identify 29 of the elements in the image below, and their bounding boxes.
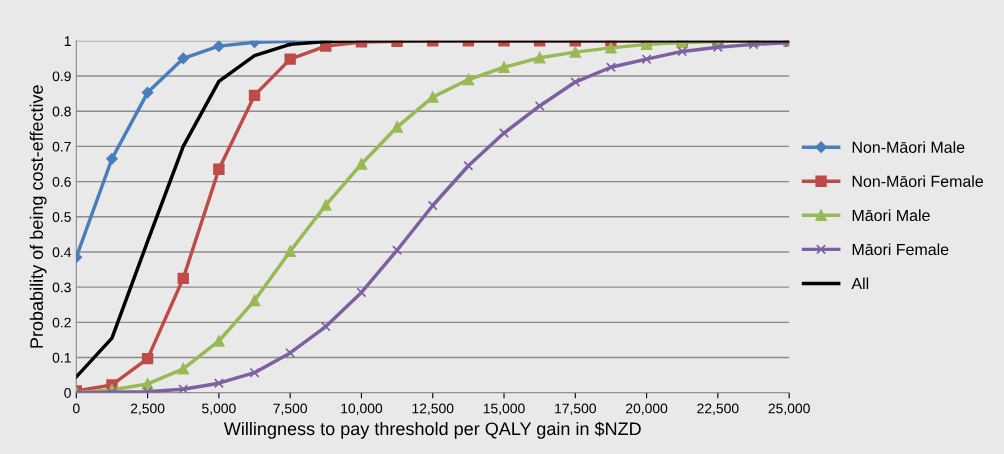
y-tick-label: 1: [64, 36, 71, 46]
legend-label: All: [851, 277, 869, 290]
y-tick-label: 0.4: [52, 247, 72, 258]
x-tick-label: 22,500: [697, 403, 739, 415]
y-tick-label: 0.6: [52, 176, 71, 187]
legend-label: Māori Female: [852, 243, 949, 256]
x-tick-label: 25,000: [768, 403, 810, 415]
x-tick-label: 20,000: [626, 403, 668, 415]
x-tick-label: 12,500: [412, 403, 454, 415]
x-axis-title: Willingness to pay threshold per QALY gain in $NZD: [223, 421, 641, 439]
legend-label: Māori Male: [852, 209, 930, 222]
x-tick-label: 10,000: [341, 403, 383, 415]
y-tick-label: 0.7: [52, 141, 71, 152]
x-tick-label: 5,000: [202, 403, 236, 415]
y-tick-label: 0: [64, 388, 71, 398]
y-axis-title: Probability of being cost-effective: [29, 85, 47, 348]
x-tick-label: 17,500: [555, 403, 596, 415]
x-tick-label: 15,000: [483, 403, 525, 415]
y-tick-label: 0.2: [52, 317, 71, 328]
x-tick-label: 7,500: [273, 403, 307, 415]
y-tick-label: 0.5: [52, 212, 71, 222]
x-tick-label: 0: [72, 403, 80, 414]
x-tick-label: 2,500: [130, 403, 165, 415]
legend-label: Non-Māori Female: [852, 175, 983, 188]
y-tick-label: 0.9: [52, 71, 71, 82]
y-tick-label: 0.1: [52, 352, 71, 363]
y-tick-label: 0.3: [52, 282, 71, 293]
y-tick-label: 0.8: [52, 106, 71, 117]
legend-label: Non-Māori Male: [852, 141, 965, 153]
